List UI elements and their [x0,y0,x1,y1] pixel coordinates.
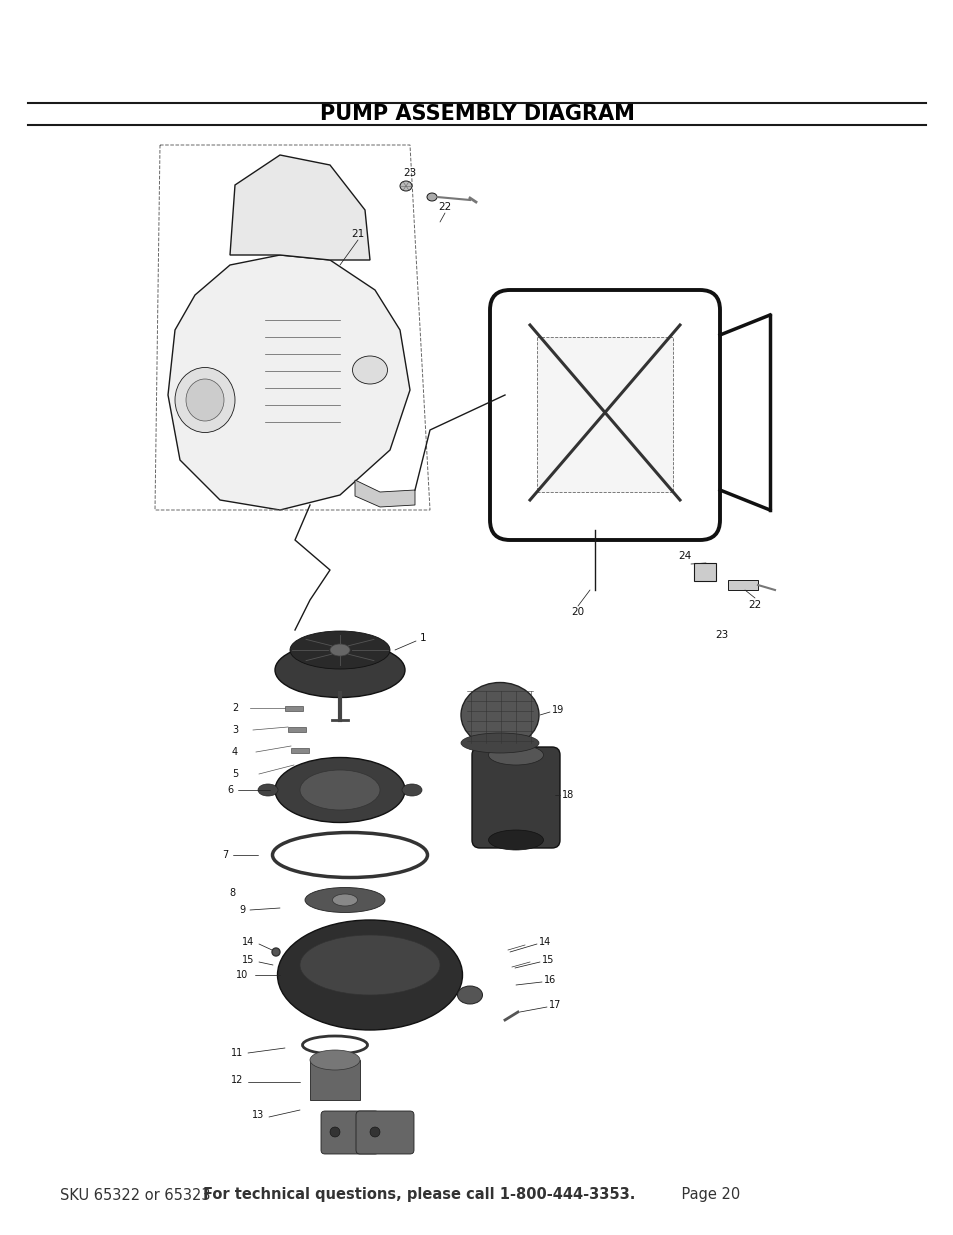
Text: 19: 19 [551,705,563,715]
Text: 14: 14 [538,937,551,947]
Text: 20: 20 [571,606,584,618]
Text: 21: 21 [351,228,364,240]
Text: 12: 12 [231,1074,243,1086]
Text: SKU 65322 or 65323: SKU 65322 or 65323 [60,1188,214,1203]
Polygon shape [355,480,415,508]
Text: 16: 16 [543,974,556,986]
Text: 13: 13 [252,1110,264,1120]
FancyBboxPatch shape [320,1112,378,1153]
Text: 3: 3 [232,725,238,735]
Ellipse shape [290,631,390,669]
Text: 15: 15 [241,955,253,965]
Ellipse shape [352,356,387,384]
Polygon shape [168,254,410,510]
Text: Page 20: Page 20 [662,1188,740,1203]
Circle shape [370,1128,379,1137]
Text: 23: 23 [403,168,416,178]
Text: 7: 7 [222,850,228,860]
FancyBboxPatch shape [472,747,559,848]
Ellipse shape [401,784,421,797]
Polygon shape [230,156,370,261]
Bar [288,727,306,732]
Text: 17: 17 [548,1000,560,1010]
Ellipse shape [299,935,439,995]
Bar [727,580,758,590]
Ellipse shape [330,643,350,656]
Ellipse shape [257,784,277,797]
Bar [693,563,716,580]
Ellipse shape [299,769,379,810]
Text: 6: 6 [227,785,233,795]
Ellipse shape [460,734,538,753]
Text: PUMP ASSEMBLY DIAGRAM: PUMP ASSEMBLY DIAGRAM [319,104,634,124]
Ellipse shape [186,379,224,421]
FancyBboxPatch shape [355,1112,414,1153]
Ellipse shape [488,830,543,850]
Text: 18: 18 [561,790,574,800]
Ellipse shape [274,757,405,823]
Text: 15: 15 [541,955,554,965]
Text: 9: 9 [238,905,245,915]
Bar [294,769,312,774]
Bar [537,337,672,492]
Text: 8: 8 [229,888,234,898]
Text: 11: 11 [231,1049,243,1058]
Text: 10: 10 [235,969,248,981]
Ellipse shape [488,745,543,764]
Text: 14: 14 [242,937,253,947]
Text: 24: 24 [678,551,691,561]
Ellipse shape [460,683,538,747]
Text: 5: 5 [232,769,238,779]
Text: 1: 1 [419,634,426,643]
Text: 22: 22 [747,600,760,610]
Ellipse shape [457,986,482,1004]
Text: 22: 22 [438,203,451,212]
Bar [285,706,303,711]
Ellipse shape [333,894,357,906]
Bar [291,748,309,753]
Ellipse shape [277,920,462,1030]
Ellipse shape [427,193,436,201]
Ellipse shape [305,888,385,913]
Circle shape [272,948,280,956]
Text: 2: 2 [232,703,238,713]
Ellipse shape [174,368,234,432]
Text: 4: 4 [232,747,238,757]
Circle shape [330,1128,339,1137]
Text: For technical questions, please call 1-800-444-3353.: For technical questions, please call 1-8… [203,1188,635,1203]
Ellipse shape [399,182,412,191]
Bar [310,1060,359,1100]
Ellipse shape [274,642,405,698]
Text: 23: 23 [715,630,728,640]
Ellipse shape [310,1050,359,1070]
